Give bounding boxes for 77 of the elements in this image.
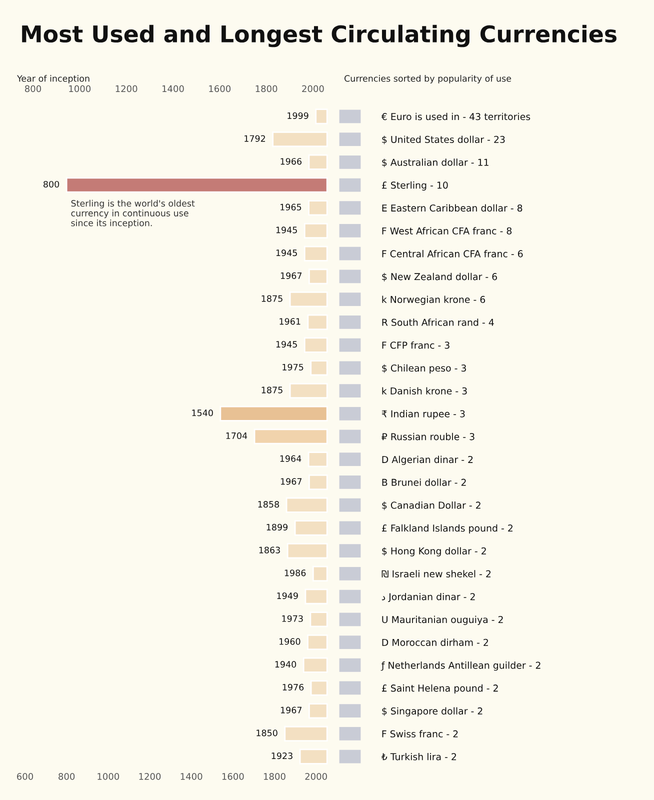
y-tick-label: ₺ Turkish lira - 2 bbox=[381, 752, 456, 760]
annotation: 1940 bbox=[275, 661, 296, 668]
y-axis-title: Currencies sorted by popularity of use bbox=[344, 74, 512, 84]
x2-tick-label: 1800 bbox=[256, 85, 278, 92]
annotation: 1863 bbox=[259, 546, 280, 554]
annotation: 1966 bbox=[280, 158, 302, 165]
annotation: Sterling is the world's oldest currency in continuous use since its inception. bbox=[71, 200, 195, 228]
x2-tick-label: 1000 bbox=[69, 85, 91, 92]
y-tick-label: ƒ Netherlands Antillean guilder - 2 bbox=[380, 662, 540, 671]
annotation: 1923 bbox=[272, 752, 292, 760]
y-tick-label: k Danish krone - 3 bbox=[382, 387, 467, 394]
annotation: 1875 bbox=[262, 295, 282, 302]
y-tick-label: k Norwegian krone - 6 bbox=[382, 296, 486, 305]
y-tick-label: F West African CFA franc - 8 bbox=[382, 227, 512, 234]
x-tick-label: 1000 bbox=[98, 773, 120, 780]
annotation: 1850 bbox=[256, 730, 278, 736]
y-tick-label: $ Canadian Dollar - 2 bbox=[382, 502, 480, 510]
annotation: 1967 bbox=[280, 478, 302, 485]
annotation: 1960 bbox=[280, 638, 300, 645]
x2-tick-label: 1600 bbox=[209, 85, 231, 92]
y-tick-label: U Mauritanian ouguiya - 2 bbox=[382, 616, 503, 625]
annotation: 1967 bbox=[280, 272, 302, 280]
y-tick-label: D Algerian dinar - 2 bbox=[382, 456, 473, 465]
y-tick-label: £ Saint Helena pound - 2 bbox=[382, 684, 498, 694]
y-tick-label: £ Falkland Islands pound - 2 bbox=[382, 524, 512, 534]
annotation: 1875 bbox=[262, 386, 282, 394]
y-tick-label: E Eastern Caribbean dollar - 8 bbox=[382, 204, 522, 212]
annotation: 1945 bbox=[276, 226, 297, 234]
annotation: 1965 bbox=[280, 204, 302, 210]
annotation: 1945 bbox=[276, 340, 297, 348]
x-tick-label: 1600 bbox=[222, 773, 244, 780]
y-tick-label: ₽ Russian rouble - 3 bbox=[382, 432, 474, 440]
y-tick-label: F Central African CFA franc - 6 bbox=[382, 250, 523, 258]
annotation: 1540 bbox=[192, 410, 213, 416]
x-tick-label: 1800 bbox=[264, 773, 286, 780]
y-tick-label: F Swiss franc - 2 bbox=[382, 730, 458, 738]
annotation: 1976 bbox=[282, 684, 304, 691]
y-tick-label: $ Singapore dollar - 2 bbox=[382, 707, 482, 716]
x-tick-label: 800 bbox=[58, 773, 75, 780]
y-tick-label: R South African rand - 4 bbox=[382, 318, 494, 326]
y-tick-label: $ United States dollar - 23 bbox=[382, 136, 505, 144]
annotation: 1899 bbox=[266, 524, 288, 530]
x-tick-label: 600 bbox=[17, 773, 34, 780]
x-tick-label: 2000 bbox=[305, 773, 327, 780]
x2-tick-label: 2000 bbox=[302, 85, 324, 92]
annotation: 800 bbox=[44, 180, 60, 188]
y-tick-label: ₹ Indian rupee - 3 bbox=[382, 410, 465, 420]
annotation: 1858 bbox=[258, 501, 280, 508]
y-tick-label: $ New Zealand dollar - 6 bbox=[382, 272, 497, 282]
y-tick-label: د Jordanian dinar - 2 bbox=[382, 592, 475, 602]
annotation: 1945 bbox=[276, 250, 297, 256]
y-tick-label: € Euro is used in - 43 territories bbox=[381, 112, 530, 120]
y-tick-label: £ Sterling - 10 bbox=[382, 181, 448, 191]
y-tick-label: B Brunei dollar - 2 bbox=[382, 478, 466, 486]
annotation: 1999 bbox=[288, 112, 308, 119]
x2-tick-label: 1400 bbox=[162, 85, 184, 92]
y-tick-label: $ Hong Kong dollar - 2 bbox=[382, 547, 486, 556]
y-tick-label: $ Australian dollar - 11 bbox=[382, 158, 488, 168]
y-tick-label: $ Chilean peso - 3 bbox=[382, 364, 466, 374]
x-tick-label: 1200 bbox=[139, 773, 161, 780]
annotation: 1964 bbox=[280, 455, 302, 462]
annotation: 1975 bbox=[282, 364, 304, 370]
annotation: 1704 bbox=[226, 432, 248, 440]
annotation: 1949 bbox=[277, 592, 298, 600]
annotation: 1973 bbox=[282, 615, 303, 622]
x2-tick-label: 800 bbox=[24, 85, 42, 92]
y-tick-label: F CFP franc - 3 bbox=[382, 341, 450, 349]
annotation: 1986 bbox=[284, 570, 306, 576]
annotation: 1967 bbox=[280, 706, 302, 714]
y-tick-label: ₪ Israeli new shekel - 2 bbox=[382, 570, 491, 578]
y-tick-label: D Moroccan dirham - 2 bbox=[382, 638, 488, 646]
x-tick-label: 1400 bbox=[180, 773, 202, 780]
annotation: 1792 bbox=[244, 135, 266, 142]
annotation: 1961 bbox=[280, 318, 300, 325]
x-axis-title: Year of inception bbox=[16, 74, 90, 84]
x2-tick-label: 1200 bbox=[116, 85, 138, 92]
chart-title: Most Used and Longest Circulating Currencies bbox=[22, 24, 616, 48]
